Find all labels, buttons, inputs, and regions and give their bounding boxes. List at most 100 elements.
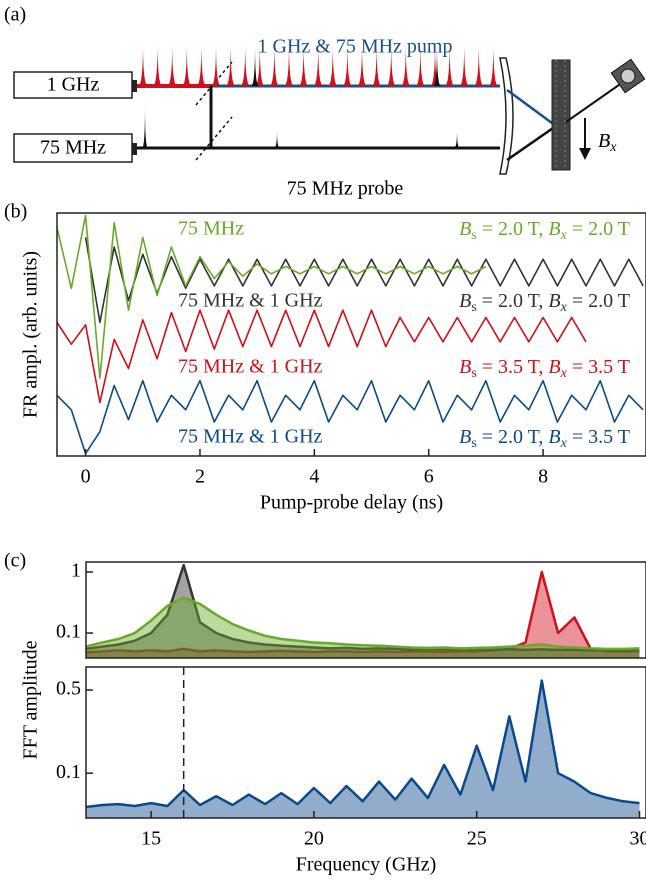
area-line xyxy=(86,570,640,654)
field-subscript: s xyxy=(471,300,476,315)
x-tick-label: 6 xyxy=(424,466,434,488)
detector-lens xyxy=(620,68,636,84)
pulse xyxy=(254,42,265,86)
beam-splitter xyxy=(195,116,233,161)
box-label: 75 MHz xyxy=(40,137,106,159)
trace xyxy=(57,379,644,455)
area-line xyxy=(86,563,640,652)
field-text: B xyxy=(548,218,560,240)
field-text: B xyxy=(459,218,471,240)
probe-label: 75 MHz probe xyxy=(287,178,404,200)
field-symbol: B xyxy=(598,130,610,152)
field-text: B xyxy=(459,356,471,378)
plot-frame xyxy=(85,561,646,659)
pulse xyxy=(371,42,382,86)
pulse xyxy=(211,42,221,86)
lens xyxy=(499,57,514,175)
diagram: (a) 1 GHz & 75 MHz pump 1 GHz 75 MHz Bx … xyxy=(4,4,646,200)
pulse-train xyxy=(138,42,499,148)
panel-label: (c) xyxy=(4,550,26,572)
plot-area xyxy=(86,563,640,658)
pulse xyxy=(433,44,441,86)
pulse xyxy=(284,42,294,86)
pulse xyxy=(196,42,207,86)
x-tick-label: 30 xyxy=(629,828,646,850)
x-tick-label: 2 xyxy=(195,466,205,488)
plot-area xyxy=(57,214,644,455)
beam xyxy=(565,79,627,123)
y-tick-label: 0.1 xyxy=(56,621,81,643)
field-subscript: s xyxy=(471,436,476,451)
field-text: = 2.0 T, xyxy=(477,290,549,312)
y-tick-label: 0.5 xyxy=(56,678,81,700)
field-arrowhead xyxy=(579,148,591,160)
laser-box xyxy=(13,133,133,163)
pulse xyxy=(138,42,148,86)
pulse xyxy=(298,42,309,86)
field-text: B xyxy=(459,426,471,448)
field-text: B xyxy=(548,426,560,448)
x-tick-label: 0 xyxy=(81,466,91,488)
y-axis-label: FFT amplitude xyxy=(20,640,42,759)
pulse xyxy=(269,42,280,86)
pulse xyxy=(274,130,280,148)
area-line xyxy=(86,596,640,651)
pulse xyxy=(473,42,484,86)
series-label: 75 MHz & 1 GHz xyxy=(178,290,323,312)
field-subscript: s xyxy=(471,228,476,243)
series-label: 75 MHz & 1 GHz xyxy=(178,356,323,378)
field-label: Bx xyxy=(598,130,617,156)
x-axis-label: Frequency (GHz) xyxy=(296,854,437,876)
series-label: 75 MHz xyxy=(178,218,244,240)
x-tick-label: 25 xyxy=(467,828,487,850)
panel-label: (a) xyxy=(4,4,26,26)
plot-frame xyxy=(56,212,646,457)
field-label: Bs = 2.0 T, Bx = 2.0 T xyxy=(459,218,630,244)
area-fill xyxy=(86,680,640,818)
field-subscript: x xyxy=(560,366,568,381)
pulse xyxy=(459,42,470,86)
y-tick-label: 0.1 xyxy=(56,761,81,783)
field-label: Bs = 2.0 T, Bx = 2.0 T xyxy=(459,290,630,316)
pulse xyxy=(240,42,251,86)
trace xyxy=(57,214,487,379)
pulse xyxy=(454,130,460,148)
x-axis-label: Pump-probe delay (ns) xyxy=(260,492,443,514)
series-label: 75 MHz & 1 GHz xyxy=(178,426,323,448)
plot-area xyxy=(86,679,640,818)
chart-panel: 0.1 1 (c) FFT amplitude xyxy=(4,550,646,760)
y-tick-label: 1 xyxy=(71,560,81,582)
pulse xyxy=(430,42,440,86)
beam xyxy=(506,88,557,128)
chart-panel: 15 20 25 30 0.1 0.5 Frequency (GHz) xyxy=(56,666,646,876)
pulse xyxy=(327,42,338,86)
pulse xyxy=(313,42,324,86)
pulse xyxy=(152,42,163,86)
field-text: B xyxy=(459,290,471,312)
field-text: B xyxy=(548,356,560,378)
field-subscript: x xyxy=(560,300,568,315)
pulse xyxy=(167,42,178,86)
field-subscript: x xyxy=(560,228,568,243)
pulse xyxy=(225,42,236,86)
field-subscript: x xyxy=(609,140,617,155)
pulse xyxy=(386,42,397,86)
area-fill xyxy=(86,597,640,658)
field-text: = 2.0 T, xyxy=(477,426,549,448)
trace xyxy=(57,309,587,404)
field-text: = 3.5 T, xyxy=(477,356,549,378)
field-subscript: x xyxy=(560,436,568,451)
field-subscript: s xyxy=(471,366,476,381)
sample xyxy=(551,59,571,171)
port xyxy=(132,80,137,92)
field-text: B xyxy=(548,290,560,312)
pulse xyxy=(357,42,367,86)
field-text: = 2.0 T xyxy=(567,218,630,240)
panel-label: (b) xyxy=(4,201,27,223)
x-tick-label: 15 xyxy=(141,828,161,850)
y-axis-label: FR ampl. (arb. units) xyxy=(20,251,42,418)
chart-panel: 75 MHz & 1 GHz Bs = 2.0 T, Bx = 3.5 T 75 M… xyxy=(4,201,646,514)
pulse xyxy=(142,104,148,148)
x-tick-label: 4 xyxy=(309,466,319,488)
